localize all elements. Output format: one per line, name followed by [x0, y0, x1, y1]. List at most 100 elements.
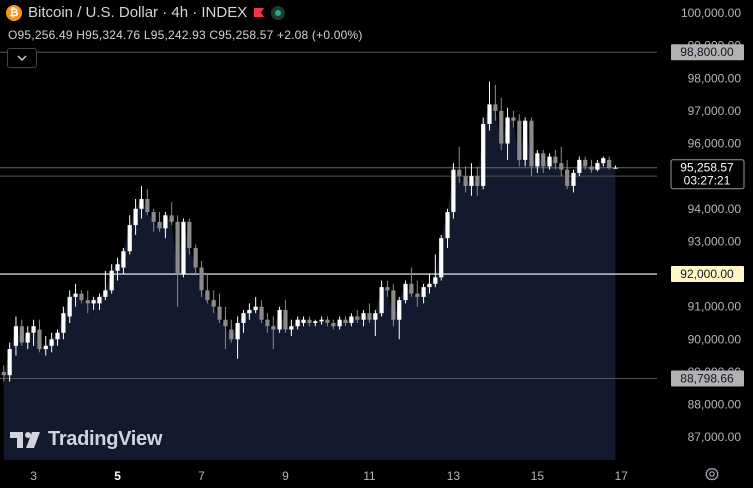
- price-tick-label: 96,000.00: [688, 137, 742, 151]
- candle-body: [13, 326, 19, 346]
- tradingview-logo-text: TradingView: [48, 428, 163, 450]
- candle-body: [547, 156, 552, 167]
- candle-body: [565, 169, 570, 186]
- flag-icon[interactable]: [253, 7, 265, 19]
- market-status-icon[interactable]: [271, 5, 286, 20]
- symbol-header[interactable]: ₿ Bitcoin / U.S. Dollar · 4h · INDEX: [6, 4, 286, 21]
- price-tick-label: 87,000.00: [688, 430, 742, 444]
- candle-body: [79, 293, 84, 301]
- time-tick-label: 15: [531, 469, 545, 483]
- candle-body: [55, 332, 60, 340]
- candle-body: [439, 238, 444, 278]
- price-tick-label: 94,000.00: [688, 202, 742, 216]
- candle-body: [115, 264, 120, 271]
- price-tick-label: 100,000.00: [681, 6, 741, 20]
- candle-body: [493, 104, 498, 111]
- price-tick-label: 88,000.00: [688, 398, 742, 412]
- candle-body: [499, 110, 504, 144]
- candle-body: [331, 322, 336, 327]
- candlesticks[interactable]: [1, 81, 618, 382]
- price-badge-label: 98,800.00: [680, 45, 734, 59]
- time-tick-label: 17: [615, 469, 629, 483]
- candle-body: [433, 277, 438, 284]
- candle-body: [91, 300, 96, 304]
- candle-body: [37, 329, 42, 350]
- candle-body: [457, 169, 462, 177]
- candle-body: [589, 166, 594, 170]
- settings-gear-icon[interactable]: [704, 466, 720, 482]
- candle-body: [445, 212, 450, 239]
- collapse-button[interactable]: [7, 48, 37, 68]
- price-badges: 98,800.0095,000.0092,000.0088,798.6695,2…: [670, 44, 745, 387]
- candle-body: [397, 300, 402, 320]
- candle-body: [25, 332, 30, 343]
- candle-body: [361, 313, 366, 320]
- candle-body: [241, 313, 246, 323]
- candle-body: [325, 319, 330, 323]
- price-axis-bg: [657, 0, 753, 488]
- candle-body: [415, 293, 420, 297]
- price-tick-label: 98,000.00: [688, 71, 742, 85]
- candle-body: [367, 313, 372, 320]
- candle-body: [253, 306, 258, 310]
- candle-body: [145, 199, 150, 213]
- candle-body: [49, 339, 54, 346]
- tradingview-logo-icon: [10, 431, 40, 448]
- candle-body: [487, 104, 492, 124]
- candle-body: [481, 123, 486, 186]
- candle-body: [181, 221, 186, 275]
- candle-body: [259, 306, 264, 320]
- candle-body: [133, 208, 138, 226]
- candle-body: [67, 296, 72, 317]
- candle-body: [583, 159, 588, 167]
- candle-body: [595, 163, 600, 170]
- candle-body: [247, 309, 252, 314]
- area-fill: [3, 104, 616, 461]
- candle-body: [307, 319, 312, 323]
- candle-body: [463, 176, 468, 186]
- candle-body: [151, 212, 156, 222]
- time-tick-label: 3: [30, 469, 37, 483]
- bitcoin-icon: ₿: [6, 4, 22, 21]
- candle-body: [289, 326, 294, 330]
- candle-body: [85, 300, 90, 304]
- candle-body: [601, 158, 606, 164]
- candle-body: [313, 321, 318, 323]
- candle-body: [385, 287, 390, 291]
- candle-body: [529, 120, 534, 167]
- last-price-badge: [670, 159, 745, 190]
- candle-body: [43, 345, 48, 350]
- candle-body: [577, 159, 582, 173]
- candle-body: [7, 349, 12, 376]
- countdown-label: 03:27:21: [684, 174, 731, 188]
- candle-body: [31, 326, 36, 333]
- candle-body: [265, 319, 270, 327]
- candle-body: [355, 316, 360, 320]
- candle-body: [421, 287, 426, 297]
- price-tick-label: 91,000.00: [688, 300, 742, 314]
- candle-body: [19, 326, 24, 343]
- symbol-title[interactable]: Bitcoin / U.S. Dollar · 4h · INDEX: [28, 4, 248, 21]
- price-axis[interactable]: 87,000.0088,000.0089,000.0090,000.0091,0…: [657, 0, 753, 488]
- candle-body: [349, 316, 354, 323]
- candle-body: [613, 167, 618, 169]
- candle-body: [169, 215, 174, 222]
- candle-body: [103, 290, 108, 297]
- candle-body: [205, 290, 210, 301]
- candle-body: [277, 309, 282, 330]
- candle-body: [337, 319, 342, 327]
- candle-body: [157, 221, 162, 229]
- candle-body: [511, 117, 516, 121]
- candle-body: [109, 270, 114, 291]
- time-axis[interactable]: 3 5 7 9 11 13 15 17: [30, 469, 628, 483]
- candle-body: [73, 293, 78, 297]
- time-tick-label: 5: [114, 469, 121, 483]
- candle-body: [235, 322, 240, 340]
- candle-body: [163, 215, 168, 229]
- candle-body: [211, 300, 216, 307]
- price-badge-label: 92,000.00: [680, 267, 734, 281]
- candle-body: [319, 319, 324, 322]
- tradingview-logo[interactable]: TradingView: [10, 428, 162, 451]
- price-badge: [671, 370, 744, 387]
